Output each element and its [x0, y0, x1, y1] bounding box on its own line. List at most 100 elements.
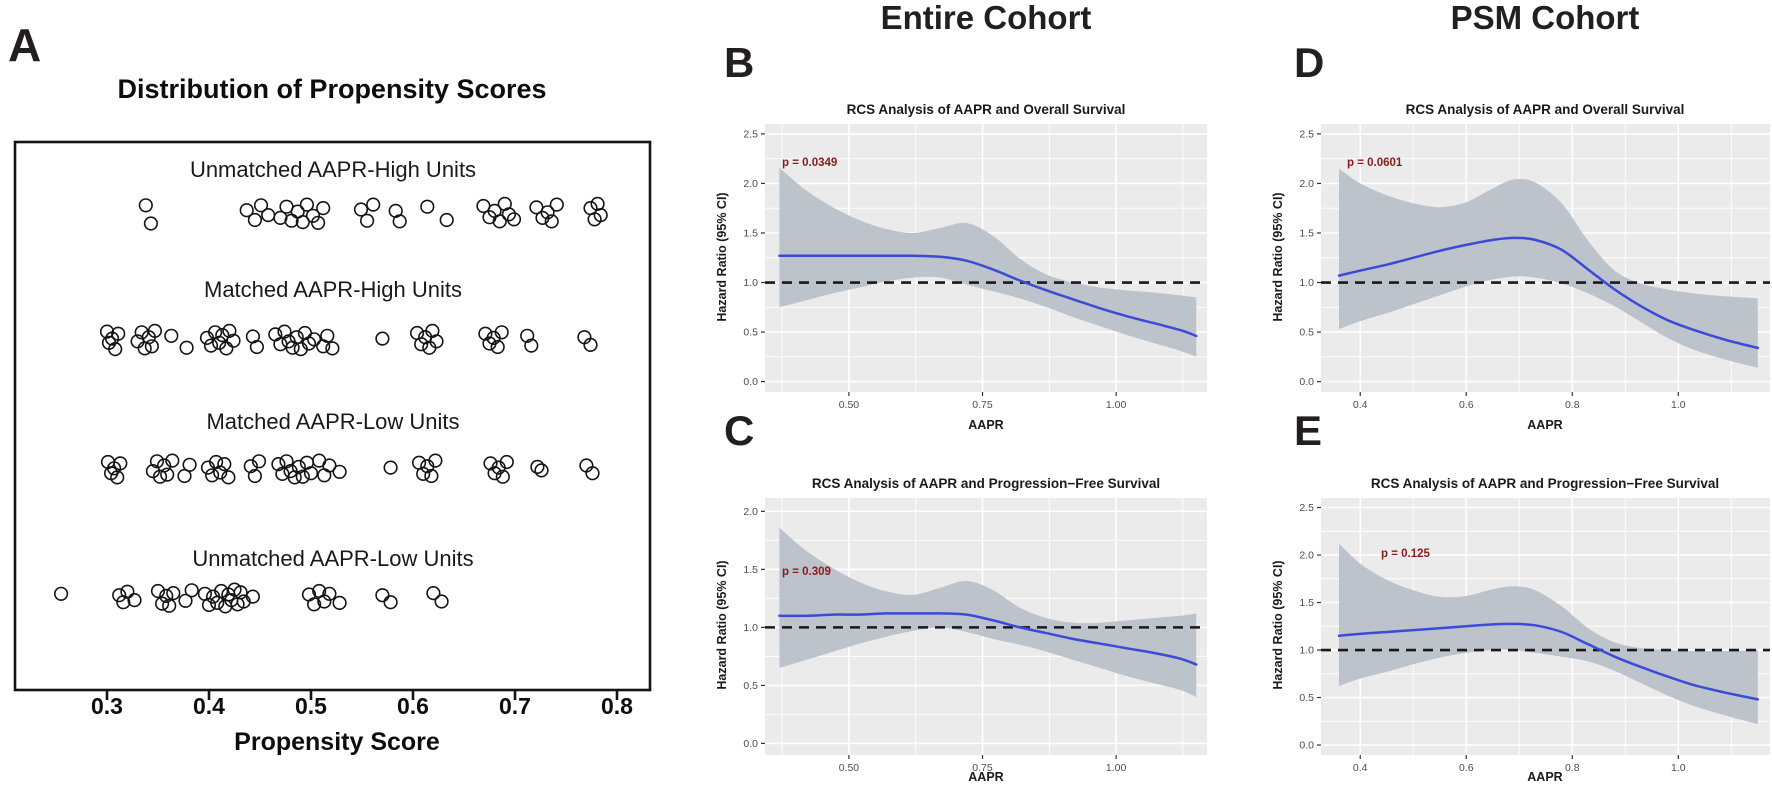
data-point: [113, 456, 128, 471]
y-axis-tick-label: 0.0: [743, 738, 758, 750]
x-axis-tick-label: 0.8: [1565, 399, 1580, 411]
data-point: [307, 332, 322, 347]
chart-d-x-axis-title: AAPR: [1527, 418, 1563, 432]
data-point: [439, 212, 454, 228]
x-axis-tick-label: 1.0: [1671, 399, 1686, 411]
x-axis-tick-label: 0.4: [1353, 399, 1368, 411]
data-point: [534, 463, 549, 478]
y-axis-tick-label: 0.0: [1299, 376, 1314, 388]
hazard-ratio-curve: [778, 612, 1198, 666]
group-label-unmatched-aapr-low: Unmatched AAPR-Low Units: [192, 546, 474, 571]
data-point: [108, 342, 123, 357]
panel-label-d: D: [1294, 39, 1325, 86]
data-point: [111, 326, 126, 341]
data-point: [214, 583, 229, 599]
data-point: [353, 202, 369, 217]
y-axis-tick-label: 1.5: [743, 564, 758, 576]
data-point: [325, 341, 340, 356]
data-point: [217, 457, 232, 472]
axis-ticks: 0.50 0.75 1.00 0.0 0.5 1.0 1.5 2.0: [743, 506, 1126, 774]
data-point: [155, 596, 170, 611]
x-axis-tick-label: 0.7: [499, 693, 531, 719]
group-label-matched-aapr-high: Matched AAPR-High Units: [204, 277, 462, 302]
data-point: [162, 598, 177, 613]
chart-d-title: RCS Analysis of AAPR and Overall Surviva…: [1405, 102, 1685, 117]
data-point: [271, 457, 286, 472]
data-point: [544, 214, 559, 229]
data-point: [530, 459, 545, 475]
data-point: [366, 197, 381, 212]
data-point: [307, 597, 322, 612]
data-point: [305, 208, 321, 223]
x-axis-tick-label: 0.6: [1459, 762, 1474, 774]
x-axis-tick-label: 0.4: [193, 693, 225, 719]
chart-c-p-value: p = 0.309: [782, 566, 831, 578]
data-point: [249, 339, 264, 355]
data-point: [150, 583, 166, 599]
data-point: [147, 323, 162, 339]
data-point: [429, 334, 444, 349]
data-point: [273, 337, 288, 352]
data-point: [540, 205, 555, 220]
rcs-chart-c: 0.50 0.75 1.00 0.0 0.5 1.0 1.5 2.0: [743, 498, 1207, 774]
data-point: [245, 589, 260, 604]
axis-ticks: 0.4 0.6 0.8 1.0 0.0 0.5 1.0 1.5 2.0 2.5: [1299, 129, 1685, 411]
y-axis-tick-label: 2.5: [743, 129, 758, 141]
data-point: [434, 594, 449, 609]
y-axis-tick-label: 1.0: [743, 622, 758, 634]
x-axis-tick-label: 0.50: [839, 762, 860, 774]
data-point: [301, 336, 317, 351]
data-point: [375, 588, 390, 603]
data-point: [490, 339, 505, 355]
psm-cohort-title: PSM Cohort: [1450, 0, 1640, 36]
group-label-unmatched-aapr-high: Unmatched AAPR-High Units: [189, 157, 477, 182]
x-axis-tick-label: 0.4: [1353, 762, 1368, 774]
data-point: [492, 214, 507, 229]
data-point: [316, 201, 331, 216]
x-axis-tick-label: 1.0: [1671, 762, 1686, 774]
data-point: [299, 197, 315, 212]
chart-e-title: RCS Analysis of AAPR and Progression−Fre…: [1370, 476, 1720, 491]
data-point: [585, 466, 600, 481]
y-axis-tick-label: 0.0: [743, 376, 758, 388]
x-axis-tick-label: 0.3: [91, 693, 123, 719]
data-point: [112, 588, 127, 603]
y-axis-tick-label: 1.0: [1299, 645, 1314, 657]
data-point: [416, 466, 431, 482]
data-point: [303, 466, 319, 481]
y-axis-tick-label: 1.0: [1299, 277, 1314, 289]
data-point: [222, 323, 237, 339]
data-point: [420, 199, 435, 214]
data-point: [524, 338, 539, 353]
y-axis-tick-label: 0.5: [1299, 327, 1314, 339]
data-point: [253, 198, 269, 213]
panel-label-c: C: [724, 407, 755, 454]
y-axis-tick-label: 2.0: [1299, 550, 1314, 562]
data-point: [221, 470, 236, 485]
data-point: [428, 453, 443, 468]
data-point: [149, 454, 165, 469]
data-point: [360, 213, 375, 228]
data-point: [317, 594, 332, 609]
y-axis-tick-label: 1.0: [743, 277, 758, 289]
y-axis-tick-label: 2.5: [1299, 502, 1314, 514]
data-point: [279, 454, 294, 469]
data-point: [205, 468, 220, 483]
data-point: [322, 586, 337, 601]
hazard-ratio-curve: [1337, 236, 1760, 350]
data-point: [311, 215, 326, 230]
data-point: [320, 328, 335, 343]
data-point: [295, 469, 310, 484]
y-axis-tick-label: 1.5: [743, 228, 758, 240]
panel-label-a: A: [8, 19, 42, 71]
confidence-band: [779, 527, 1197, 697]
y-axis-tick-label: 2.0: [743, 178, 758, 190]
chart-d-p-value: p = 0.0601: [1347, 157, 1403, 169]
plot-border: [13, 140, 652, 692]
data-point: [322, 458, 337, 473]
data-point: [138, 198, 153, 213]
x-axis-tick-label: 0.75: [972, 399, 993, 411]
data-point: [120, 584, 135, 599]
chart-e-p-value: p = 0.125: [1381, 548, 1430, 560]
hazard-ratio-curve: [778, 254, 1198, 338]
